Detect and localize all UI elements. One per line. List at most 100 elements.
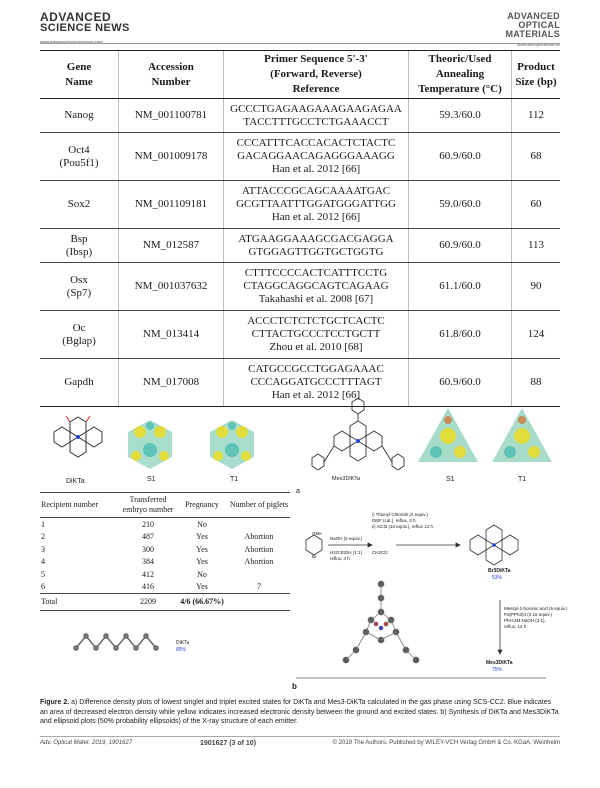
table-row: 3 300 Yes Abortion (41, 544, 274, 554)
accession-number: NM_001109181 (118, 180, 224, 229)
scheme-reagent-1: NaOH (5 equiv.) (330, 536, 363, 541)
label-s1: S1 (147, 476, 156, 483)
accession-number: NM_017008 (118, 358, 224, 407)
mes3dikta-s1-density-plot-icon (418, 408, 478, 462)
table-row: 2 487 Yes Abortion (41, 532, 274, 541)
gene-name: Osx (Sp7) (40, 262, 119, 311)
scheme-br: Br (312, 554, 317, 559)
t1-density-plot-icon (210, 420, 254, 469)
mes3dikta-structure-icon (311, 397, 405, 471)
scheme-dikta-yield: 89% (176, 647, 187, 653)
accession-number: NM_001037632 (118, 262, 224, 311)
accession-number: NM_001009178 (118, 132, 224, 181)
annealing-temp: 59.3/60.0 (408, 98, 512, 133)
mes3dikta-t1-density-plot-icon (492, 408, 552, 462)
gene-name: Sox2 (40, 180, 119, 229)
table-row: 4 384 Yes Abortion (41, 557, 274, 566)
accession-number: NM_001100781 (118, 98, 224, 133)
embryo-transfer-table: Recipient number Transferred embryo numb… (40, 492, 290, 611)
product-size: 90 (511, 262, 560, 311)
table-row: Nanog NM_001100781 GCCCTGAGAAGAAAGAAGAGA… (40, 98, 560, 133)
dikta-structure-icon (53, 415, 103, 458)
density-plots-dikta (53, 415, 254, 469)
primer-sequence: CTTTCCCCACTCATTTCCTG CTAGGCAGGCAGTCAGAAG T… (223, 262, 409, 311)
accession-number: NM_012587 (118, 228, 224, 263)
footer-journal: Adv. Optical Mater. 2019, 1901627 (40, 740, 133, 746)
label-t1: T1 (230, 476, 239, 483)
primer-sequence: GCCCTGAGAAGAAAGAAGAGAA TACCTTTGCCTCTGAAAC… (223, 98, 409, 133)
scheme-reagent-1c: reflux, 4 h (330, 556, 350, 561)
mes3dikta-crystal-structure-icon (342, 580, 420, 664)
table-row: Osx (Sp7) NM_001037632 CTTTCCCCACTCATTTCC… (40, 262, 560, 311)
footer-divider (40, 736, 560, 737)
table-row: Sox2 NM_001109181 ATTACCCGCAGCAAAATGAC GC… (40, 180, 560, 229)
logo-line: OPTICAL (518, 20, 560, 30)
caption-label: Figure 2. (40, 699, 70, 706)
product-size: 124 (511, 310, 560, 359)
logo-url: www.advancedsciencenews.com (40, 39, 103, 44)
label-mes-t1: T1 (518, 476, 527, 483)
product-size: 112 (511, 98, 560, 133)
header-piglets: Number of piglets (228, 492, 290, 518)
label-mes3dikta: Mes3DiKTa (332, 476, 361, 482)
logo-line: ADVANCED (507, 11, 560, 21)
footer-page: 1901627 (3 of 10) (200, 740, 257, 747)
primer-table: Gene Name Accession Number Primer Sequence… (40, 50, 560, 407)
caption-text: a) Difference density plots of lowest si… (40, 699, 559, 725)
embryo-table-header: Recipient number Transferred embryo numb… (40, 492, 290, 518)
logo-url: www.advopticalmat.de (517, 42, 560, 47)
figure-caption: Figure 2. a) Difference density plots of… (40, 698, 560, 727)
annealing-temp: 60.9/60.0 (408, 358, 512, 407)
header-product-size: Product Size (bp) (511, 50, 560, 99)
gene-name: Nanog (40, 98, 119, 133)
label-dikta: DiKTa (66, 478, 85, 485)
table-row: 5 412 No (41, 569, 207, 579)
s1-density-plot-icon (128, 420, 172, 469)
logo-line: ADVANCED (40, 10, 112, 24)
table-row: 1 210 No (41, 519, 207, 529)
table-row: 6 416 Yes 7 (41, 582, 261, 591)
primer-sequence: ATTACCCGCAGCAAAATGAC GCGTTAATTTGGATGGGATT… (223, 180, 409, 229)
header-temperature: Theoric/Used Annealing Temperature (°C) (408, 50, 512, 99)
scheme-yield-1: 53% (492, 575, 503, 581)
primer-sequence: ACCCTCTCTCTGCTCACTC CTTACTGCCCTCCTGCTT Zho… (223, 310, 409, 359)
annealing-temp: 61.1/60.0 (408, 262, 512, 311)
scheme-step-3a: Mesityl-2-boronic acid (6 equiv.) (504, 606, 568, 611)
scheme-ome: OMe (312, 531, 322, 536)
annealing-temp: 60.9/60.0 (408, 132, 512, 181)
product-size: 68 (511, 132, 560, 181)
scheme-yield-2: 75% (492, 667, 503, 673)
header-recipient: Recipient number (40, 492, 120, 518)
density-plots-mes3dikta (311, 397, 552, 471)
accession-number: NM_013414 (118, 310, 224, 359)
primer-table-header: Gene Name Accession Number Primer Sequence… (40, 50, 560, 99)
journal-logo-left: ADVANCED SCIENCE NEWS www.advancedscienc… (40, 10, 130, 47)
gene-name: Oc (Bglap) (40, 310, 119, 359)
synthesis-scheme (296, 524, 546, 679)
scheme-dikta-label: DiKTa (176, 640, 190, 646)
header-accession: Accession Number (118, 50, 224, 99)
logo-line: MATERIALS (505, 29, 560, 39)
gene-name: Gapdh (40, 358, 119, 407)
scheme-step-3c: PhH:2M NaOH (3:1), (504, 618, 546, 623)
footer-copyright: © 2019 The Authors. Published by WILEY-V… (332, 740, 560, 746)
gene-name: Oct4 (Pou5f1) (40, 132, 119, 181)
label-mes-s1: S1 (446, 476, 455, 483)
scheme-step-3b: Pd(PPh3)4 (0.15 equiv.) (504, 612, 552, 617)
total-row: Total 2209 4/6 (66.67%) (40, 593, 290, 611)
scheme-reagent-1b: H2O:EtOH (1:1) (330, 550, 363, 555)
subfigure-label-a: a (296, 488, 300, 495)
product-size: 113 (511, 228, 560, 263)
product-size: 60 (511, 180, 560, 229)
primer-sequence: CCCATTTCACCACACTCTACTC GACAGGAACAGAGGGAAA… (223, 132, 409, 181)
scheme-step-2c: ii) AlCl3 (10 equiv.), reflux 12 h (372, 524, 433, 529)
header-gene: Gene Name (40, 50, 119, 99)
annealing-temp: 60.9/60.0 (408, 228, 512, 263)
primer-sequence: ATGAAGGAAAGCGACGAGGA GTGGAGTTGGTGCTGGTG (223, 228, 409, 263)
scheme-product-1: Br3DiKTa (488, 568, 511, 574)
product-size: 88 (511, 358, 560, 407)
header-divider (40, 43, 560, 44)
starting-material-icon (305, 534, 323, 556)
header-transferred: Transferred embryo number (120, 492, 176, 518)
gene-name: Bsp (Ibsp) (40, 228, 119, 263)
